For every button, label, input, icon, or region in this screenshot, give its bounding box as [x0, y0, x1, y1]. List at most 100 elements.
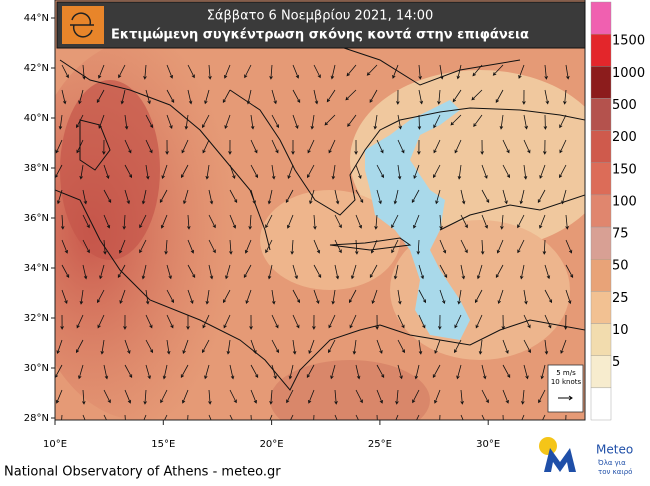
wind-arrow: [540, 364, 546, 380]
lat-label: 44°N: [24, 13, 49, 24]
wind-arrow: [393, 189, 399, 205]
wind-arrow: [313, 89, 319, 105]
wind-arrow: [225, 264, 231, 280]
wind-arrow: [543, 114, 548, 130]
wind-arrow: [186, 314, 190, 330]
wind-arrow: [565, 264, 574, 279]
wind-arrow: [352, 339, 357, 355]
wind-arrow: [145, 289, 150, 305]
colorbar-swatch: [590, 387, 612, 421]
wind-arrow: [346, 64, 357, 77]
wind-arrow: [392, 64, 399, 79]
wind-arrow: [223, 314, 231, 329]
colorbar-label: 1500: [612, 34, 645, 49]
wind-arrow: [58, 114, 63, 130]
wind-arrow: [334, 389, 338, 405]
wind-arrow: [124, 339, 131, 354]
wind-arrow: [249, 314, 253, 330]
wind-arrow: [348, 289, 357, 304]
wind-arrow: [542, 414, 546, 420]
wind-arrow: [544, 64, 548, 80]
wind-arrow: [97, 314, 105, 329]
wind-arrow: [208, 214, 216, 229]
wind-arrow: [292, 289, 301, 304]
wind-arrow: [183, 189, 189, 205]
wind-arrow: [481, 214, 488, 229]
colorbar-swatch: [590, 194, 612, 228]
wind-arrow: [563, 314, 568, 330]
wind-arrow: [119, 289, 126, 304]
wind-arrow: [312, 314, 316, 330]
lat-label: 36°N: [24, 213, 49, 224]
wind-arrow: [537, 189, 546, 204]
wind-arrow: [96, 89, 105, 104]
wind-arrow: [460, 239, 468, 254]
wind-arrow: [439, 214, 443, 230]
wind-arrow: [222, 89, 231, 104]
wind-arrow: [265, 239, 273, 254]
wind-arrow: [122, 214, 127, 230]
wind-arrow: [250, 414, 252, 420]
wind-arrow: [243, 264, 252, 279]
colorbar-label: 5: [612, 355, 620, 370]
wind-arrow: [452, 89, 462, 103]
wind-arrow: [334, 239, 342, 254]
wind-arrow: [181, 389, 189, 404]
wind-arrow: [328, 339, 336, 354]
wind-arrow: [418, 289, 427, 304]
wind-arrow: [165, 139, 169, 155]
wind-arrow: [313, 64, 321, 79]
wind-arrow: [61, 264, 70, 279]
wind-arrow: [475, 314, 483, 329]
axes: 44°N 42°N 40°N 38°N 36°N 34°N 32°N 30°N 28°N 10°E…: [24, 13, 500, 450]
lat-label: 38°N: [24, 163, 49, 174]
wind-arrow: [369, 264, 378, 279]
wind-arrow: [229, 164, 236, 179]
wind-arrow: [187, 289, 194, 304]
wind-arrow: [565, 214, 569, 230]
wind-arrow: [418, 64, 422, 80]
wind-arrow: [523, 314, 531, 329]
wind-arrow: [205, 289, 210, 305]
wind-arrow: [124, 164, 133, 179]
wind-arrow: [292, 89, 301, 104]
wind-arrow: [103, 364, 109, 380]
wind-arrow: [433, 164, 441, 179]
wind-arrow: [229, 414, 233, 420]
wind-arrow: [98, 114, 105, 129]
wind-arrow: [145, 139, 153, 154]
wind-arrow: [474, 289, 483, 304]
wind-arrow: [308, 339, 315, 354]
wind-arrow: [397, 164, 402, 180]
wind-arrow: [397, 139, 405, 154]
wind-arrow: [480, 239, 485, 255]
wind-arrow: [354, 239, 359, 255]
wind-arrow: [164, 414, 168, 420]
lon-label: 20°E: [260, 439, 284, 450]
logo-sun: [539, 437, 557, 455]
wind-arrow: [76, 114, 84, 129]
wind-arrow: [244, 239, 252, 254]
wind-arrow: [100, 339, 105, 355]
wind-arrow: [414, 364, 420, 380]
wind-arrow: [307, 139, 315, 154]
wind-arrow: [481, 389, 489, 404]
lat-label: 40°N: [24, 113, 49, 124]
wind-arrow: [397, 364, 403, 380]
wind-arrow: [246, 89, 252, 105]
wind-arrow: [166, 314, 174, 329]
wind-arrow: [82, 189, 88, 205]
wind-arrow: [523, 139, 531, 154]
wind-arrow: [271, 114, 279, 129]
wind-arrow: [184, 114, 189, 130]
wind-arrow: [160, 389, 168, 404]
wind-arrow: [124, 414, 126, 420]
wind-arrow: [159, 189, 168, 204]
wind-arrow: [124, 364, 133, 379]
wind-arrow: [439, 64, 444, 80]
wind-arrow: [103, 239, 107, 255]
wind-vectors: [55, 64, 574, 420]
wind-arrow: [417, 139, 421, 155]
wind-arrow: [61, 289, 68, 304]
wind-arrow: [141, 264, 147, 280]
